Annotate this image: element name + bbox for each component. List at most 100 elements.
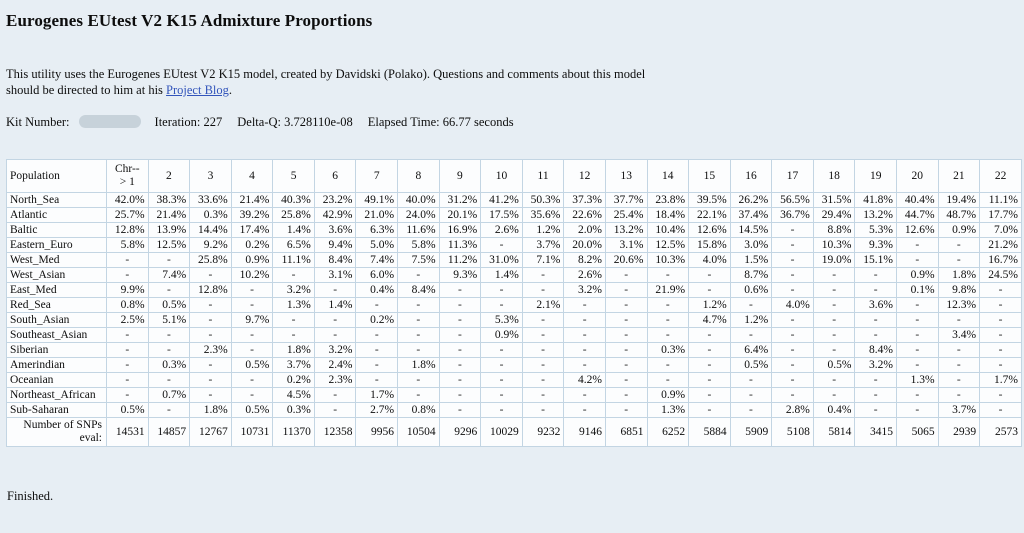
- admixture-cell: -: [480, 387, 523, 403]
- chromosome-column-header: 16: [729, 159, 773, 193]
- snp-count-cell: 6851: [604, 417, 648, 447]
- admixture-cell: 12.6%: [895, 222, 939, 238]
- admixture-cell: -: [521, 402, 565, 418]
- admixture-cell-highlighted: 25.7%: [106, 207, 149, 223]
- project-blog-link[interactable]: Project Blog: [166, 83, 229, 97]
- admixture-cell: 3.2%: [313, 342, 357, 358]
- population-name: Northeast_African: [6, 387, 107, 403]
- admixture-cell: 3.2%: [854, 357, 897, 373]
- admixture-cell: 6.5%: [272, 237, 315, 253]
- admixture-cell: -: [272, 327, 315, 343]
- admixture-cell: 0.5%: [230, 357, 274, 373]
- admixture-cell: -: [563, 327, 606, 343]
- admixture-cell-highlighted: 37.4%: [729, 207, 773, 223]
- population-row: Siberian - -2.3% -1.8% 3.2% - - - - - - -0.3% -6.4% -…: [6, 342, 1022, 358]
- admixture-cell-highlighted: 36.7%: [771, 207, 814, 223]
- admixture-cell-highlighted: 40.3%: [272, 192, 315, 208]
- admixture-cell: -: [854, 372, 897, 388]
- admixture-cell: -: [355, 297, 399, 313]
- admixture-cell: 11.2%: [438, 252, 482, 268]
- admixture-cell: -: [771, 387, 814, 403]
- admixture-cell: -: [438, 402, 482, 418]
- admixture-cell-highlighted: 1.7%: [355, 387, 399, 403]
- admixture-cell-highlighted: 5.3%: [480, 312, 523, 328]
- admixture-cell: 13.2%: [604, 222, 648, 238]
- admixture-cell: -: [106, 357, 149, 373]
- snp-count-cell: 12767: [189, 417, 232, 447]
- admixture-cell: -: [397, 327, 440, 343]
- chromosome-column-header: 12: [563, 159, 606, 193]
- admixture-cell-highlighted: 31.5%: [812, 192, 856, 208]
- admixture-cell-highlighted: 41.8%: [854, 192, 897, 208]
- admixture-cell: -: [688, 387, 731, 403]
- admixture-cell: -: [480, 402, 523, 418]
- admixture-cell: 23.8%: [646, 192, 690, 208]
- admixture-cell: 24.0%: [397, 207, 440, 223]
- admixture-cell: -: [604, 372, 648, 388]
- iteration-stat: Iteration: 227: [154, 115, 223, 129]
- admixture-cell: -: [147, 372, 191, 388]
- population-column-header: Population: [6, 159, 107, 193]
- admixture-cell: 0.5%: [729, 357, 773, 373]
- admixture-cell: -: [895, 342, 939, 358]
- admixture-cell: 2.3%: [189, 342, 232, 358]
- admixture-cell: -: [480, 237, 523, 253]
- admixture-cell: -: [438, 342, 482, 358]
- admixture-cell: -: [937, 387, 981, 403]
- admixture-cell: 3.2%: [563, 282, 606, 298]
- admixture-cell: -: [688, 402, 731, 418]
- admixture-cell: -: [106, 252, 149, 268]
- admixture-cell: -: [272, 267, 315, 283]
- chromosome-column-header: 5: [272, 159, 315, 193]
- admixture-cell: -: [895, 252, 939, 268]
- snp-count-cell: 2939: [937, 417, 981, 447]
- admixture-cell: -: [688, 372, 731, 388]
- admixture-cell-highlighted: 20.6%: [604, 252, 648, 268]
- admixture-cell: -: [729, 297, 773, 313]
- admixture-cell: 10.3%: [812, 237, 856, 253]
- population-name: Red_Sea: [6, 297, 107, 313]
- snp-count-cell: 11370: [272, 417, 315, 447]
- admixture-cell: -: [355, 372, 399, 388]
- admixture-cell: 5.1%: [147, 312, 191, 328]
- snp-row-label: Number of SNPs eval:: [6, 417, 107, 447]
- population-name: Eastern_Euro: [6, 237, 107, 253]
- admixture-cell: -: [937, 312, 981, 328]
- admixture-cell: -: [979, 342, 1022, 358]
- admixture-cell: 3.6%: [313, 222, 357, 238]
- admixture-cell: -: [979, 387, 1022, 403]
- admixture-cell: -: [147, 402, 191, 418]
- admixture-cell: 2.5%: [106, 312, 149, 328]
- admixture-cell-highlighted: 56.5%: [771, 192, 814, 208]
- admixture-cell: 0.8%: [397, 402, 440, 418]
- admixture-cell-highlighted: 6.4%: [729, 342, 773, 358]
- snp-count-cell: 5909: [729, 417, 773, 447]
- admixture-cell: -: [563, 387, 606, 403]
- admixture-cell: 12.6%: [688, 222, 731, 238]
- admixture-cell: -: [646, 267, 690, 283]
- admixture-cell: -: [729, 402, 773, 418]
- admixture-cell: -: [937, 252, 981, 268]
- admixture-cell: -: [480, 372, 523, 388]
- admixture-cell: 0.5%: [230, 402, 274, 418]
- admixture-cell: -: [397, 297, 440, 313]
- admixture-cell: 3.2%: [272, 282, 315, 298]
- population-row: Red_Sea 0.8% 0.5% - -1.3% 1.4% - - - -2.1% - - -1.2%…: [6, 297, 1022, 313]
- population-row: West_Med - -25.8% 0.9% 11.1% 8.4% 7.4% 7.5% 11.2…: [6, 252, 1022, 268]
- admixture-cell: -: [729, 327, 773, 343]
- admixture-cell: 22.1%: [688, 207, 731, 223]
- admixture-cell: -: [688, 357, 731, 373]
- chromosome-column-header: 19: [854, 159, 897, 193]
- admixture-cell: 0.3%: [147, 357, 191, 373]
- admixture-cell: 0.5%: [812, 357, 856, 373]
- chromosome-column-header: 13: [604, 159, 648, 193]
- admixture-cell: 15.8%: [688, 237, 731, 253]
- admixture-cell: -: [729, 372, 773, 388]
- snp-count-cell: 5814: [812, 417, 856, 447]
- admixture-cell: 2.6%: [480, 222, 523, 238]
- snp-count-cell: 6252: [646, 417, 690, 447]
- admixture-cell: 0.9%: [480, 327, 523, 343]
- admixture-cell: 0.5%: [147, 297, 191, 313]
- snp-count-cell: 9146: [563, 417, 606, 447]
- admixture-cell: -: [189, 372, 232, 388]
